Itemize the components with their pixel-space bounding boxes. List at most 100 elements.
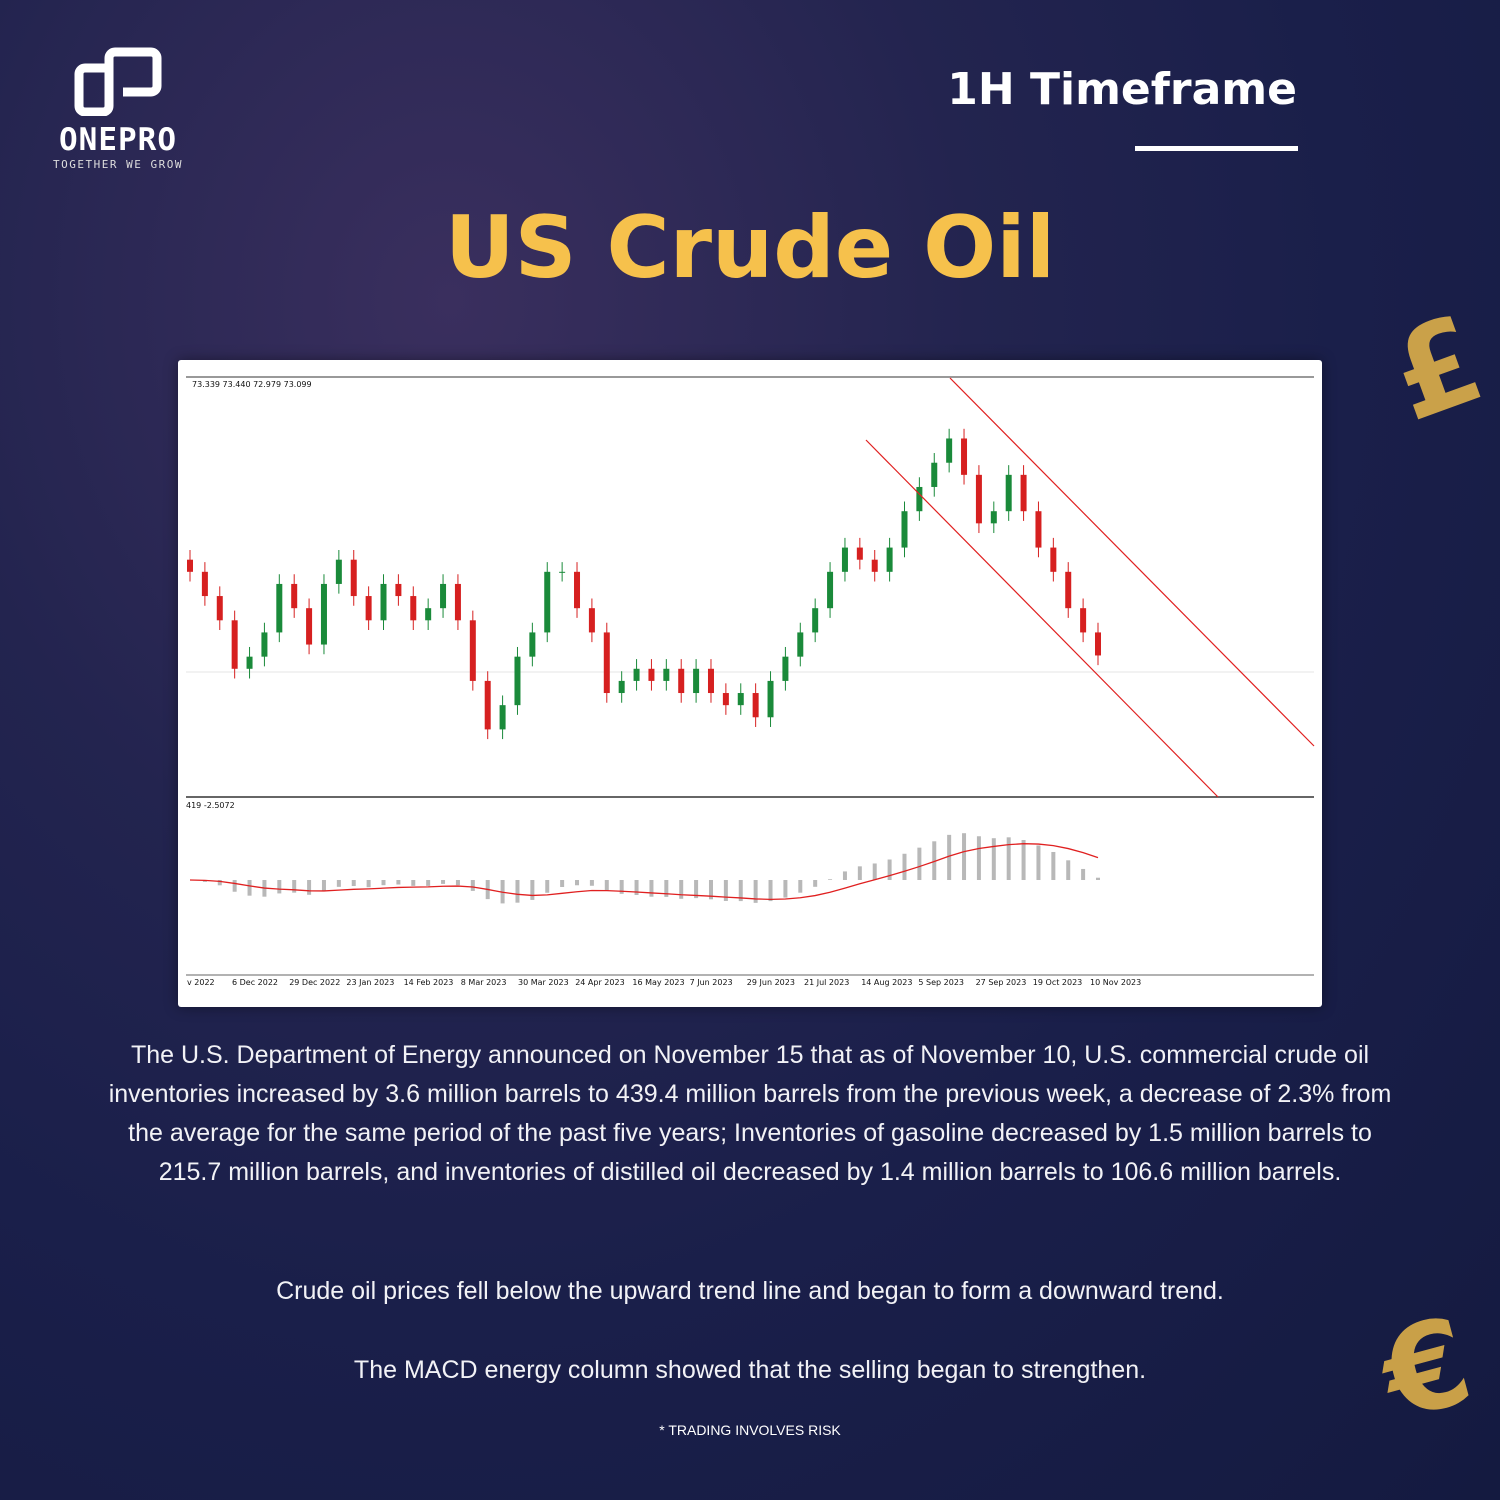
macd-readout: 419 -2.5072 (186, 801, 235, 810)
candle (514, 656, 521, 706)
lower-trendline (865, 439, 1219, 798)
candle (574, 571, 581, 609)
macd-histogram-bar (917, 847, 922, 880)
candle (1080, 608, 1087, 633)
macd-histogram-bar (426, 880, 431, 886)
macd-histogram-bar (1051, 851, 1056, 880)
candle (1095, 632, 1101, 656)
macd-histogram-bar (1036, 845, 1041, 880)
macd-histogram-bar (738, 880, 743, 902)
macd-histogram-bar (932, 841, 937, 880)
macd-histogram-bar (828, 879, 833, 880)
candle (648, 668, 655, 681)
candle (975, 474, 982, 524)
macd-histogram-bar (589, 880, 594, 886)
candle (901, 511, 908, 548)
analysis-paragraph-1: The U.S. Department of Energy announced … (108, 1041, 1392, 1186)
candle (737, 693, 744, 706)
candle (752, 693, 759, 718)
candle (380, 583, 387, 621)
macd-histogram-bar (872, 863, 877, 880)
candle (529, 632, 536, 657)
macd-histogram-bar (798, 880, 803, 893)
x-tick-label: 29 Dec 2022 (289, 978, 340, 987)
macd-histogram-bar (1081, 868, 1086, 880)
macd-histogram-bar (857, 866, 862, 880)
macd-histogram-bar (292, 880, 297, 893)
macd-histogram-bar (991, 838, 996, 880)
x-tick-label: 8 Mar 2023 (461, 978, 507, 987)
candle (961, 438, 968, 475)
x-tick-label: 14 Feb 2023 (404, 978, 454, 987)
price-chart: 73.339 73.440 72.979 73.099 419 -2.5072 … (178, 360, 1322, 1007)
candle (335, 559, 342, 584)
macd-histogram-bar (530, 880, 535, 900)
macd-histogram-bar (232, 880, 237, 892)
x-tick-label: 27 Sep 2023 (976, 978, 1027, 987)
macd-histogram-bar (1066, 860, 1071, 880)
macd-histogram-bar (649, 880, 654, 897)
macd-histogram-bar (545, 880, 550, 893)
macd-histogram-bar (634, 880, 639, 896)
x-tick-label: 6 Dec 2022 (232, 978, 278, 987)
candle (603, 632, 610, 694)
candle (1035, 511, 1042, 548)
candle (871, 559, 878, 572)
candle (350, 559, 357, 597)
macd-histogram-bar (247, 880, 252, 896)
candle (827, 571, 834, 609)
candle (767, 680, 774, 718)
candle (707, 668, 714, 694)
candle (886, 547, 893, 572)
macd-histogram-bar (783, 880, 788, 898)
macd-histogram-bar (887, 859, 892, 880)
candle (469, 620, 476, 681)
candle (931, 462, 938, 487)
chart-svg: 73.339 73.440 72.979 73.099 419 -2.5072 … (186, 376, 1315, 987)
macd-histogram-bar (902, 853, 907, 880)
x-tick-label: 14 Aug 2023 (861, 978, 912, 987)
macd-histogram-bar (753, 880, 758, 903)
candle (231, 620, 238, 669)
macd-histogram-bar (723, 880, 728, 901)
page-title: US Crude Oil (444, 198, 1056, 298)
x-tick-label: 24 Apr 2023 (575, 978, 624, 987)
candle (365, 596, 372, 621)
macd-histogram-bar (604, 880, 609, 891)
macd-histogram-bar (321, 880, 326, 892)
candle (693, 668, 700, 694)
candle (201, 571, 208, 597)
pound-symbol-decoration: £ (1373, 289, 1500, 450)
timeframe-label: 1H Timeframe (947, 64, 1297, 115)
brand-tagline: TOGETHER WE GROW (53, 158, 183, 171)
candle (276, 583, 283, 633)
analysis-paragraph-2: Crude oil prices fell below the upward t… (276, 1277, 1224, 1305)
candle (544, 571, 551, 633)
candle (663, 668, 670, 681)
macd-histogram-bar (1096, 877, 1100, 880)
macd-histogram-bar (441, 880, 446, 884)
candle (946, 438, 953, 463)
macd-histogram-bar (813, 880, 818, 887)
candle (618, 680, 625, 694)
x-tick-label: 30 Mar 2023 (518, 978, 569, 987)
candle (782, 656, 789, 681)
macd-histogram-bar (619, 880, 624, 894)
macd-histogram-bar (575, 880, 580, 886)
candle (306, 608, 313, 645)
candle (454, 583, 461, 621)
macd-histogram-bar (842, 871, 847, 880)
macd-signal-line (189, 843, 1099, 901)
candle (722, 693, 729, 706)
macd-histogram-bar (396, 880, 401, 885)
macd-histogram-bar (962, 833, 967, 880)
macd-histogram-bar (366, 880, 371, 888)
candle (425, 608, 432, 621)
x-tick-label: 7 Jun 2023 (690, 978, 733, 987)
candle (291, 583, 298, 609)
macd-histogram-bar (381, 880, 386, 886)
candle (856, 547, 863, 560)
ohlc-readout: 73.339 73.440 72.979 73.099 (192, 380, 312, 389)
x-tick-label: 5 Sep 2023 (918, 978, 964, 987)
macd-histogram-bar (708, 880, 713, 900)
